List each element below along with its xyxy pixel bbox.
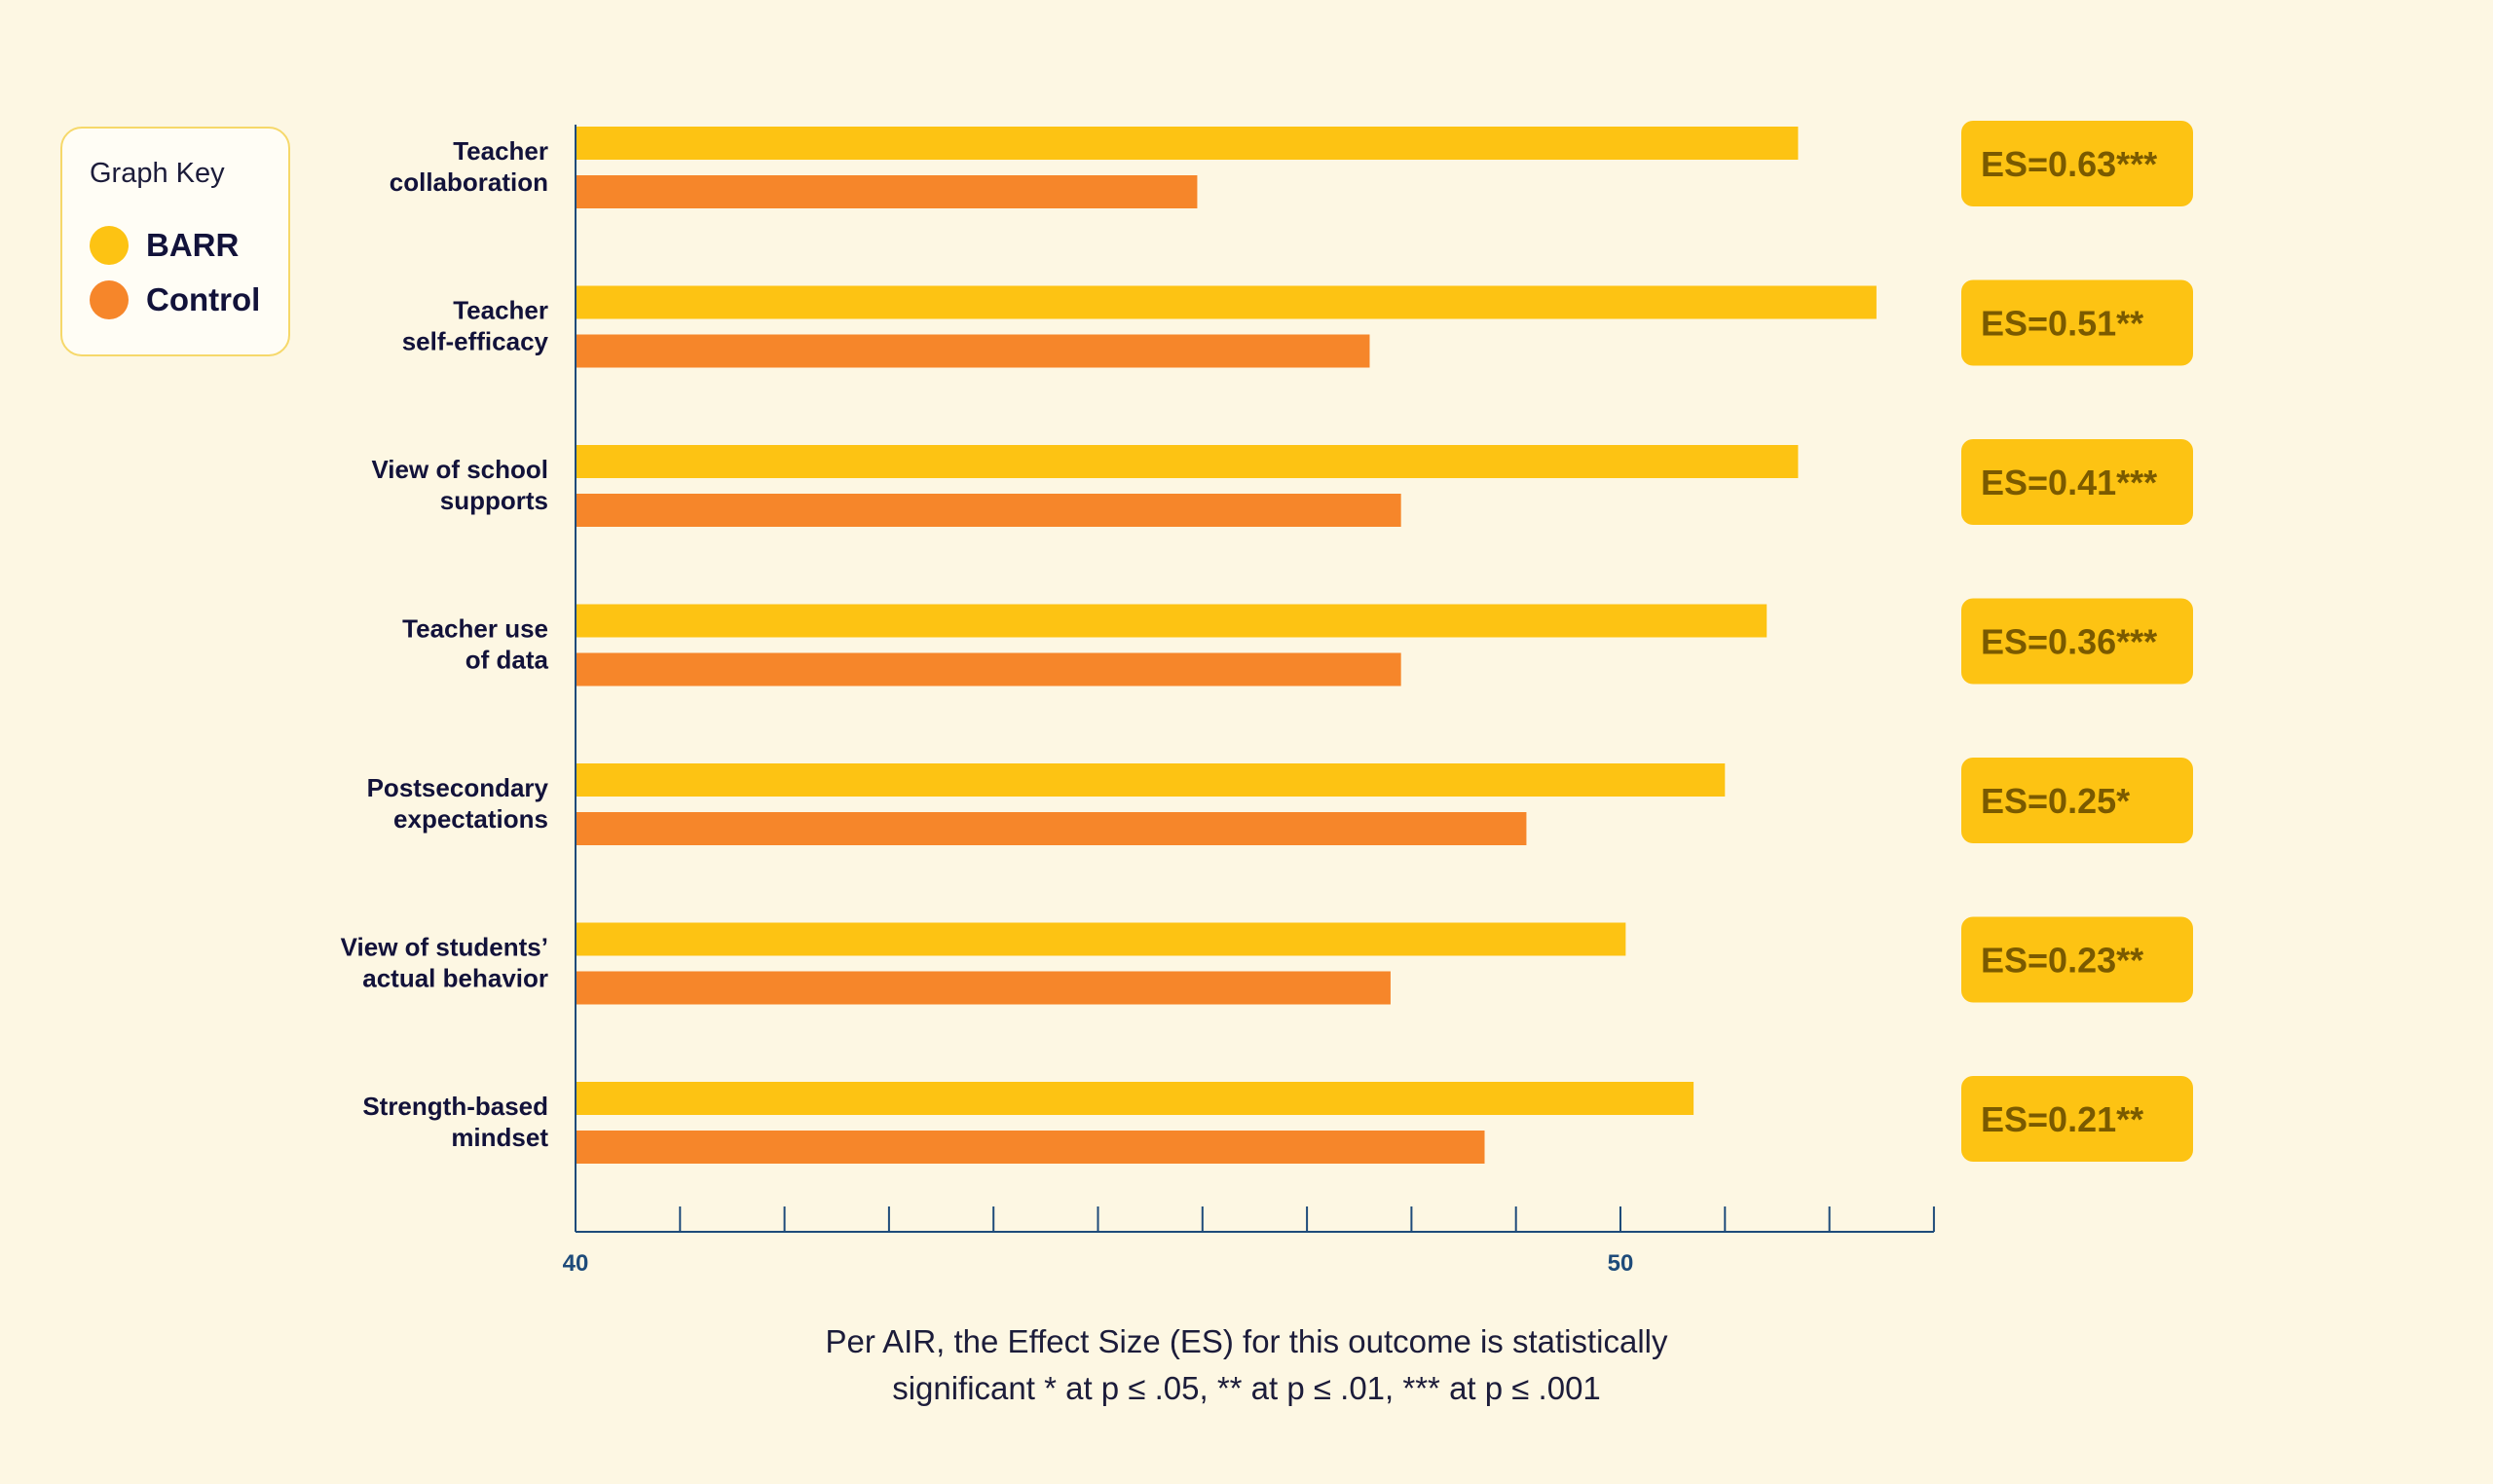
es-badge-5: [1961, 916, 2193, 1003]
category-label-line: actual behavior: [362, 964, 548, 993]
legend-item-control: Control: [90, 280, 260, 319]
bar-control-4: [576, 812, 1527, 845]
bar-control-6: [576, 1131, 1485, 1164]
legend-swatch-barr-icon: [90, 226, 129, 265]
bar-barr-1: [576, 285, 1877, 319]
category-label-line: Postsecondary: [367, 773, 549, 802]
es-badge-label-3: ES=0.36***: [1981, 622, 2157, 662]
es-badge-label-1: ES=0.51**: [1981, 304, 2143, 344]
category-label-line: collaboration: [390, 167, 548, 197]
category-label-line: supports: [440, 486, 548, 515]
category-label-line: View of students’: [341, 933, 548, 962]
es-badge-2: [1961, 439, 2193, 525]
graph-key-title: Graph Key: [90, 158, 225, 189]
es-badge-label-5: ES=0.23**: [1981, 941, 2143, 981]
es-badge-4: [1961, 758, 2193, 843]
category-label-line: Teacher: [453, 136, 548, 166]
bar-barr-3: [576, 604, 1767, 638]
bar-control-3: [576, 652, 1401, 686]
es-badge-label-0: ES=0.63***: [1981, 144, 2157, 184]
legend-item-barr: BARR: [90, 226, 239, 265]
x-tick-label-50: 50: [1608, 1250, 1634, 1277]
bar-barr-5: [576, 922, 1626, 956]
category-label-line: of data: [465, 646, 549, 675]
bar-control-1: [576, 334, 1370, 368]
category-label-4: Postsecondary expectations: [367, 773, 549, 834]
category-label-1: Teacher self-efficacy: [402, 296, 549, 356]
bar-barr-6: [576, 1082, 1694, 1115]
bar-barr-4: [576, 763, 1726, 797]
category-label-5: View of students’ actual behavior: [341, 933, 548, 993]
category-label-0: Teacher collaboration: [390, 136, 548, 197]
es-badge-0: [1961, 121, 2193, 206]
graph-key: Graph Key BARR Control: [60, 127, 290, 356]
category-label-line: mindset: [451, 1123, 548, 1152]
category-label-2: View of school supports: [371, 455, 548, 515]
bar-barr-0: [576, 127, 1799, 160]
category-label-line: Strength-based: [362, 1092, 548, 1121]
category-label-line: Teacher: [453, 296, 548, 325]
category-label-line: Teacher use: [402, 614, 548, 644]
footnote-line-2: significant * at p ≤ .05, ** at p ≤ .01,…: [892, 1370, 1601, 1406]
es-badge-1: [1961, 279, 2193, 366]
category-label-line: expectations: [393, 804, 548, 834]
es-badge-label-6: ES=0.21**: [1981, 1099, 2143, 1139]
es-badge-label-4: ES=0.25*: [1981, 781, 2130, 821]
category-label-3: Teacher use of data: [402, 614, 548, 675]
es-badge-label-2: ES=0.41***: [1981, 463, 2157, 502]
bar-control-5: [576, 971, 1391, 1005]
es-badge-3: [1961, 598, 2193, 685]
legend-label-barr: BARR: [146, 227, 240, 263]
category-label-line: View of school: [371, 455, 548, 484]
legend-swatch-control-icon: [90, 280, 129, 319]
es-badge-6: [1961, 1076, 2193, 1162]
bar-control-2: [576, 494, 1401, 527]
category-label-6: Strength-based mindset: [362, 1092, 548, 1152]
x-tick-label-40: 40: [563, 1250, 589, 1277]
bar-barr-2: [576, 445, 1799, 478]
legend-label-control: Control: [146, 281, 261, 317]
bar-control-0: [576, 175, 1198, 208]
footnote-line-1: Per AIR, the Effect Size (ES) for this o…: [825, 1323, 1668, 1359]
category-label-line: self-efficacy: [402, 327, 549, 356]
